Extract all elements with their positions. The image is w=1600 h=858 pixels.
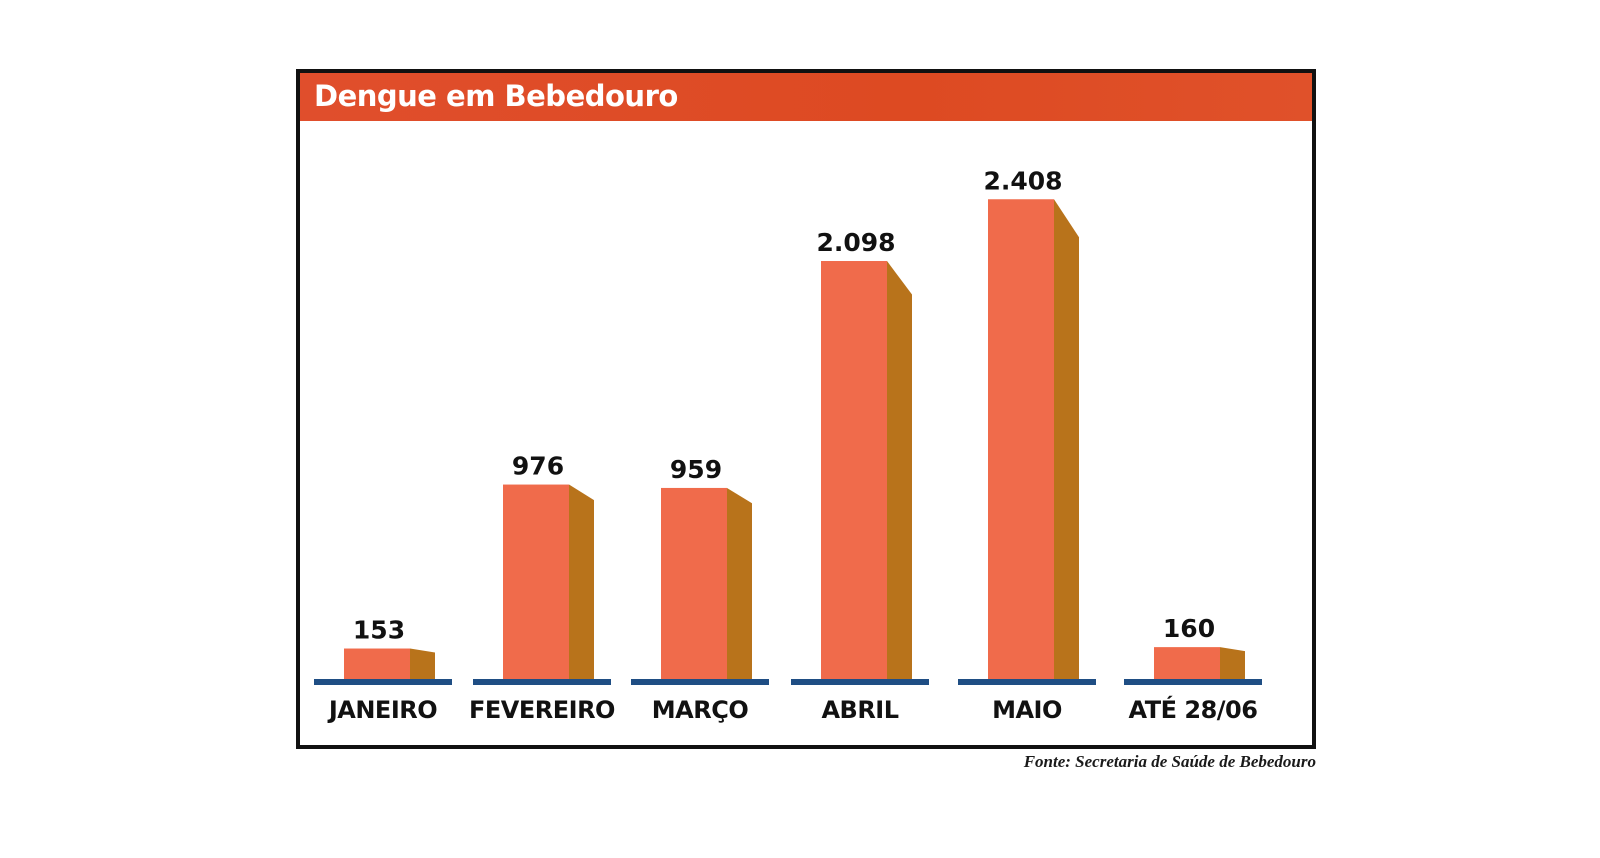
category-label: FEVEREIRO [469,696,615,724]
chart-title: Dengue em Bebedouro [314,79,678,113]
data-label: 2.408 [983,166,1062,195]
bar-side-face [1054,199,1079,679]
bar [988,199,1054,679]
category-label: MAIO [992,696,1062,724]
baseline-segment [631,679,769,685]
data-label: 160 [1163,614,1215,643]
baseline-segment [1124,679,1262,685]
bar [1154,647,1220,679]
bar [821,261,887,679]
category-label: MARÇO [652,696,749,724]
data-label: 153 [353,616,405,645]
data-label: 976 [512,452,564,481]
bar-side-face [887,261,912,679]
source-note: Fonte: Secretaria de Saúde de Bebedouro [1023,752,1316,771]
chart-frame: Dengue em Bebedouro 153 JANEIRO 976 FEVEREI… [296,69,1316,749]
bar-side-face [727,487,752,679]
bar-chart: 153 JANEIRO 976 FEVEREIRO 959 MARÇO 2.098 ABRIL… [314,166,1262,724]
bar [344,648,410,679]
baseline-segment [791,679,929,685]
category-label: JANEIRO [327,696,437,724]
bar-side-face [410,648,435,679]
bar-side-face [1220,647,1245,679]
bar [661,487,727,679]
baseline-segment [314,679,452,685]
category-label: ABRIL [821,696,898,724]
data-label: 959 [670,455,722,484]
baseline-segment [958,679,1096,685]
category-label: ATÉ 28/06 [1129,695,1258,724]
bar [503,484,569,679]
data-label: 2.098 [816,228,895,257]
bar-side-face [569,484,594,679]
title-bar: Dengue em Bebedouro [300,73,1312,121]
baseline-segment [473,679,611,685]
